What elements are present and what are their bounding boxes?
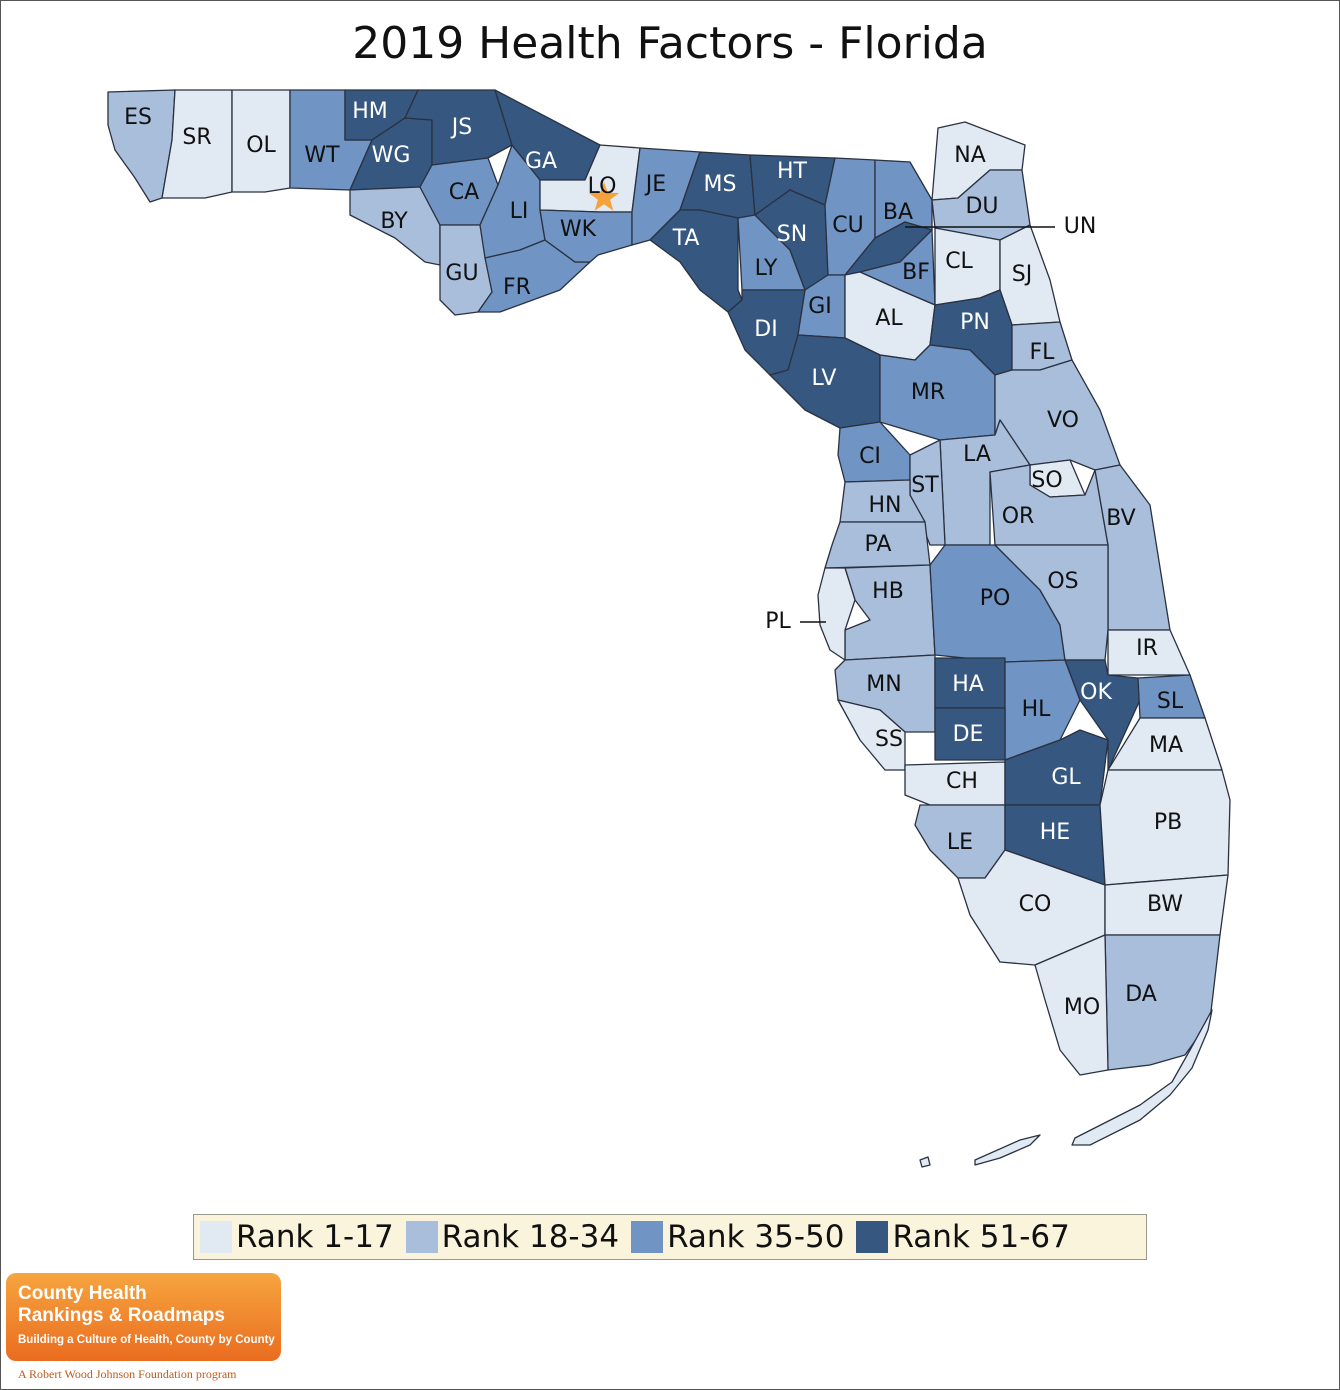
- county-label-je: JE: [644, 172, 666, 197]
- county-label-la: LA: [963, 442, 991, 467]
- county-label-ha: HA: [952, 672, 984, 697]
- county-label-ly: LY: [755, 256, 778, 281]
- county-labels: ES SR OL WT HM JS WG BY CA GU LI FR GA LO WK JE MS HT TA LY…: [124, 99, 1184, 1020]
- county-label-cu: CU: [832, 213, 863, 238]
- keys-island: [974, 1134, 1041, 1166]
- county-label-bw: BW: [1147, 892, 1183, 917]
- county-label-pl: PL: [765, 609, 791, 634]
- county-label-al: AL: [875, 306, 903, 331]
- legend-item-rank-18-34: Rank 18-34: [405, 1219, 620, 1255]
- county-label-de: DE: [953, 722, 984, 747]
- county-label-hb: HB: [872, 579, 904, 604]
- county-label-ma: MA: [1149, 733, 1183, 758]
- county-label-ta: TA: [672, 226, 700, 251]
- keys-island: [919, 1156, 931, 1168]
- county-label-ht: HT: [777, 159, 808, 184]
- county-label-li: LI: [510, 199, 529, 224]
- county-label-po: PO: [980, 586, 1011, 611]
- legend-label: Rank 18-34: [441, 1219, 620, 1255]
- county-label-bv: BV: [1106, 506, 1135, 531]
- legend-swatch: [631, 1221, 664, 1253]
- legend-item-rank-51-67: Rank 51-67: [856, 1219, 1070, 1255]
- county-label-ir: IR: [1136, 636, 1158, 661]
- county-label-vo: VO: [1047, 408, 1079, 433]
- county-label-pn: PN: [960, 310, 990, 335]
- county-hn[interactable]: [839, 479, 926, 523]
- county-label-lv: LV: [812, 366, 837, 391]
- florida-county-map: ES SR OL WT HM JS WG BY CA GU LI FR GA LO WK JE MS HT TA LY…: [107, 89, 1231, 1168]
- county-label-wk: WK: [560, 217, 597, 242]
- county-label-hl: HL: [1022, 697, 1052, 722]
- county-label-es: ES: [124, 105, 152, 130]
- county-label-st: ST: [911, 473, 939, 498]
- county-label-bf: BF: [902, 260, 930, 285]
- county-label-sn: SN: [777, 222, 807, 247]
- county-label-ok: OK: [1080, 680, 1112, 705]
- county-label-di: DI: [754, 317, 777, 342]
- county-label-pa: PA: [865, 532, 892, 557]
- county-label-gi: GI: [808, 294, 832, 319]
- legend-label: Rank 35-50: [667, 1219, 845, 1255]
- county-label-sl: SL: [1157, 689, 1184, 714]
- logo-tagline: Building a Culture of Health, County by …: [18, 1334, 275, 1346]
- legend-swatch: [405, 1221, 438, 1253]
- logo-line-2: Rankings & Roadmaps: [18, 1305, 225, 1326]
- county-label-un: UN: [1064, 214, 1097, 239]
- county-label-gl: GL: [1051, 765, 1081, 790]
- county-label-mn: MN: [866, 672, 901, 697]
- county-label-ba: BA: [883, 200, 913, 225]
- map-title: 2019 Health Factors - Florida: [352, 18, 988, 69]
- county-label-sj: SJ: [1012, 262, 1032, 287]
- county-label-du: DU: [965, 194, 998, 219]
- county-ta[interactable]: [649, 209, 743, 313]
- county-label-da: DA: [1125, 982, 1157, 1007]
- logo-subtitle: A Robert Wood Johnson Foundation program: [18, 1367, 237, 1381]
- county-label-ci: CI: [859, 444, 881, 469]
- county-label-wt: WT: [304, 143, 340, 168]
- legend-swatch: [856, 1221, 889, 1253]
- keys-island: [1071, 1009, 1213, 1146]
- county-label-os: OS: [1047, 569, 1078, 594]
- capital-star-icon: [588, 182, 620, 211]
- county-fr[interactable]: [477, 239, 591, 313]
- county-label-hn: HN: [869, 493, 902, 518]
- county-label-ms: MS: [704, 172, 737, 197]
- legend-item-rank-35-50: Rank 35-50: [631, 1219, 844, 1255]
- legend-label: Rank 51-67: [892, 1219, 1070, 1255]
- county-label-pb: PB: [1154, 810, 1182, 835]
- county-mo[interactable]: [1034, 934, 1109, 1076]
- county-label-sr: SR: [182, 125, 211, 150]
- county-health-rankings-logo[interactable]: County Health Rankings & Roadmaps Buildi…: [6, 1273, 281, 1361]
- legend-label: Rank 1-17: [236, 1219, 394, 1255]
- county-label-le: LE: [947, 830, 973, 855]
- county-label-or: OR: [1002, 504, 1035, 529]
- county-label-mr: MR: [911, 380, 945, 405]
- county-label-gu: GU: [445, 261, 478, 286]
- county-label-so: SO: [1031, 468, 1062, 493]
- legend-swatch: [200, 1221, 232, 1253]
- county-label-ca: CA: [449, 180, 479, 205]
- county-label-he: HE: [1040, 820, 1070, 845]
- county-label-wg: WG: [372, 143, 411, 168]
- logo-line-1: County Health: [18, 1283, 147, 1304]
- county-label-hm: HM: [352, 99, 388, 124]
- county-label-by: BY: [380, 209, 408, 234]
- county-label-co: CO: [1019, 892, 1052, 917]
- county-label-mo: MO: [1064, 995, 1100, 1020]
- county-label-na: NA: [954, 143, 986, 168]
- county-label-fr: FR: [503, 275, 531, 300]
- county-label-ga: GA: [525, 149, 557, 174]
- county-label-cl: CL: [945, 249, 973, 274]
- county-ol[interactable]: [231, 89, 291, 193]
- county-label-ch: CH: [946, 769, 978, 794]
- county-label-lo: LO: [588, 174, 617, 199]
- county-da[interactable]: [1104, 934, 1221, 1071]
- county-label-js: JS: [450, 115, 472, 140]
- legend-item-rank-1-17: Rank 1-17: [200, 1219, 394, 1255]
- county-wk[interactable]: [539, 209, 633, 263]
- county-label-ss: SS: [875, 727, 903, 752]
- legend: Rank 1-17 Rank 18-34 Rank 35-50 Rank 51-…: [193, 1214, 1147, 1260]
- county-label-fl: FL: [1030, 340, 1056, 365]
- county-label-ol: OL: [246, 133, 276, 158]
